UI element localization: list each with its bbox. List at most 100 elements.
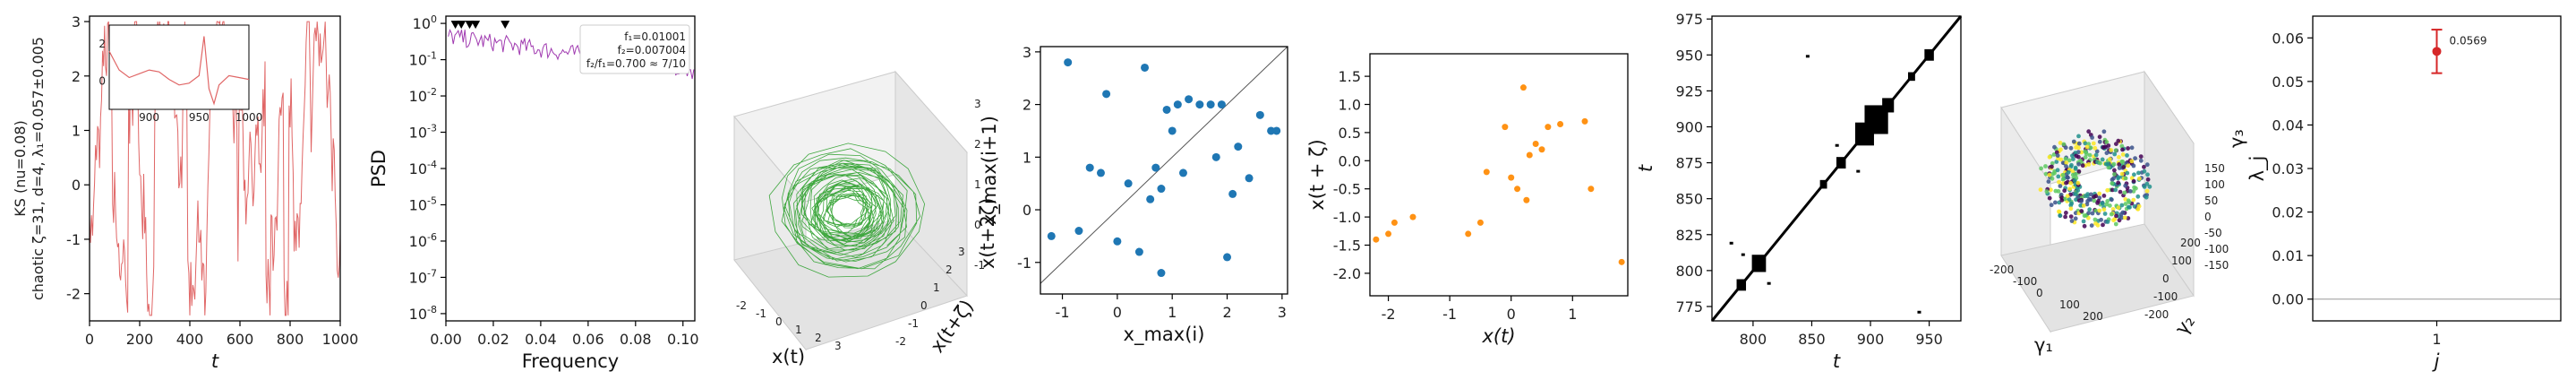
annotation-box (579, 24, 690, 74)
x-tick-label: 200 (2083, 310, 2103, 323)
embedding-point (2064, 164, 2068, 169)
embedding-point (2068, 203, 2074, 208)
embedding-point (2135, 194, 2141, 199)
embedding-point (2068, 181, 2074, 186)
x-tick-label: 2 (815, 332, 822, 344)
data-point (1134, 247, 1143, 256)
embedding-point (2047, 172, 2052, 177)
embedding-point (2118, 212, 2124, 217)
embedding-point (2101, 145, 2106, 150)
embedding-point (2079, 199, 2084, 204)
data-point (1178, 169, 1187, 177)
embedding-point (2038, 187, 2043, 193)
z-tick-label: 1 (974, 178, 981, 191)
embedding-point (2075, 180, 2081, 186)
data-point (1557, 120, 1564, 127)
embedding-point (2073, 216, 2078, 221)
y-tick-label: 10-7 (409, 267, 437, 286)
inset-frame (108, 24, 250, 110)
y-tick-label: 10-6 (409, 231, 437, 250)
x-axis-label: x_max(i) (1124, 324, 1205, 346)
data-point (1618, 258, 1625, 265)
embedding-point (2053, 188, 2058, 194)
y-tick-label: 0.00 (2272, 291, 2304, 308)
embedding-point (2055, 153, 2060, 159)
z-tick-label: 3 (974, 98, 981, 110)
y-tick-label: 2 (946, 264, 953, 276)
embedding-point (2127, 204, 2131, 210)
embedding-point (2086, 162, 2092, 167)
embedding-point (2057, 179, 2061, 185)
embedding-point (2106, 143, 2111, 148)
embedding-point (2144, 162, 2150, 168)
data-point (1047, 231, 1056, 240)
x-tick-label: 900 (1857, 331, 1885, 348)
embedding-point (2076, 134, 2081, 139)
embedding-point (2091, 141, 2096, 146)
data-point (1514, 186, 1521, 193)
data-point (1545, 124, 1552, 131)
x-tick-label: 0.08 (620, 331, 652, 348)
embedding-point (2079, 150, 2084, 155)
peak-marker (450, 21, 460, 30)
embedding-point (2066, 175, 2070, 180)
x-tick-label: 0 (85, 331, 94, 348)
data-point (1168, 126, 1177, 135)
data-point (1206, 100, 1215, 109)
embedding-point (2076, 145, 2081, 151)
embedding-point (2114, 142, 2118, 147)
z-tick-label: 0 (974, 219, 981, 231)
y-tick-label: 775 (1675, 298, 1703, 316)
embedding-point (2100, 201, 2105, 206)
x-tick-label: 0.02 (477, 331, 509, 348)
x-tick-label: 0 (2036, 287, 2043, 299)
embedding-point (2135, 206, 2141, 212)
recurrence-block (1751, 255, 1767, 272)
y-axis-label: x_max(i+1) (979, 116, 1001, 225)
y-tick-label: -200 (2144, 308, 2169, 321)
embedding-point (2076, 141, 2082, 146)
embedding-point (2050, 160, 2055, 166)
embedding-point (2068, 214, 2074, 220)
y-tick-label: 1 (933, 281, 940, 294)
y-tick-label: 875 (1675, 155, 1703, 172)
y-tick-label: -1 (908, 317, 919, 330)
embedding-point (2090, 135, 2095, 140)
data-point (1162, 105, 1171, 114)
z-tick-label: -50 (2204, 227, 2222, 239)
embedding-point (2073, 165, 2078, 170)
y-tick-label: 0.0 (1339, 152, 1361, 169)
y-axis-label: λ_j (2247, 156, 2269, 182)
data-point (1151, 163, 1160, 172)
embedding-point (2145, 172, 2150, 177)
y-axis-label: KS (nu=0.08) (12, 120, 29, 217)
embedding-point (2062, 188, 2067, 194)
embedding-point (2126, 198, 2131, 203)
embedding-point (2116, 176, 2121, 181)
data-point (1588, 186, 1595, 193)
x-tick-label: 0.10 (667, 331, 699, 348)
embedding-point (2144, 194, 2149, 200)
x-tick-label: 100 (2059, 298, 2080, 311)
y-tick-label: 10-1 (409, 50, 437, 69)
embedding-point (2097, 208, 2102, 213)
panel-lyapunov: 0.0569 1 0.00 0.01 0.02 0.03 0.04 0.05 0.06 j λ_j (2247, 15, 2562, 372)
embedding-point (2116, 180, 2121, 186)
axes-frame (1369, 53, 1629, 297)
x-axis-label: j (2432, 350, 2440, 372)
embedding-point (2112, 172, 2117, 177)
data-point (1532, 140, 1539, 147)
embedding-point (2138, 154, 2144, 160)
embedding-point (2060, 160, 2066, 166)
embedding-point (2060, 172, 2066, 177)
y-tick-label: 925 (1675, 82, 1703, 99)
embedding-point (2073, 192, 2078, 197)
embedding-point (2123, 183, 2128, 188)
x-tick-label: 800 (1740, 331, 1767, 348)
peak-marker (471, 21, 481, 30)
embedding-point (2113, 148, 2118, 153)
panel-return-map: -1 0 1 2 3 -1 0 1 2 3 x_max(i) x_max(i+1) (979, 44, 1288, 346)
y-tick-label: 10-2 (409, 86, 437, 105)
embedding-point (2112, 168, 2117, 173)
identity-line (1040, 46, 1288, 284)
